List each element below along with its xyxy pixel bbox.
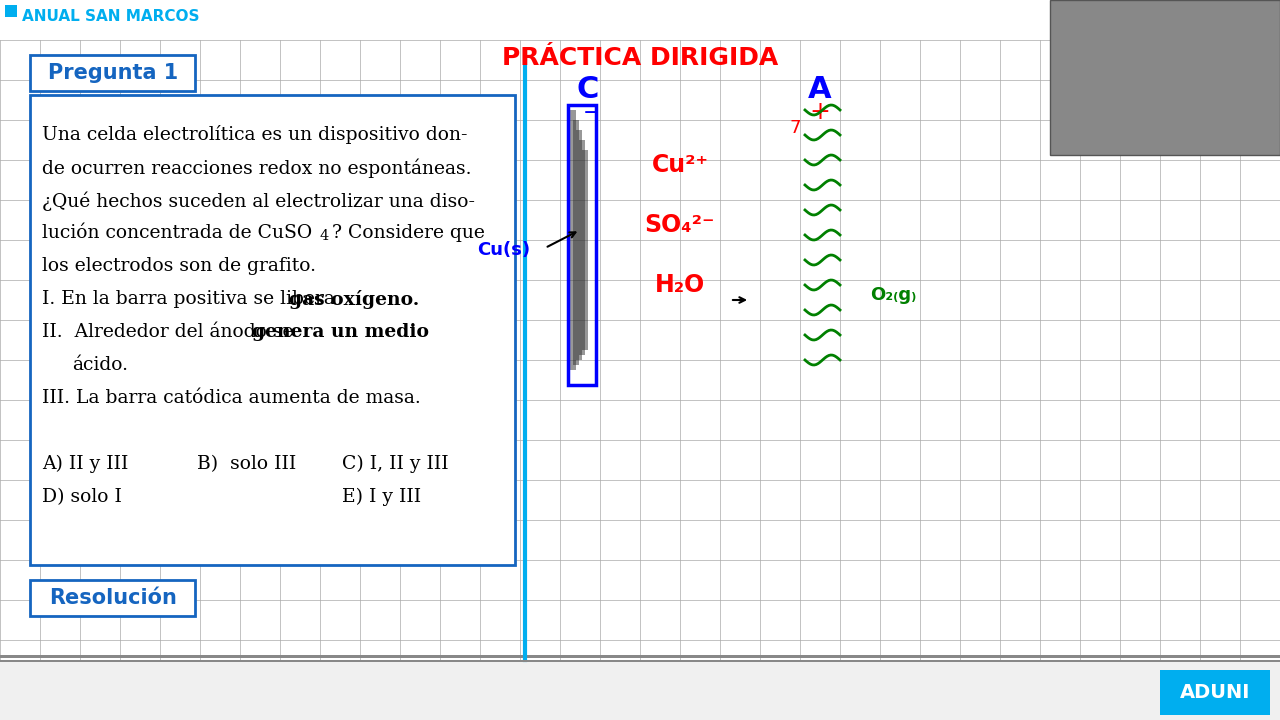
- Bar: [5, 5, 17, 17]
- Text: ¿Qué hechos suceden al electrolizar una diso-: ¿Qué hechos suceden al electrolizar una …: [42, 191, 475, 210]
- Text: 4: 4: [320, 229, 329, 243]
- Bar: [1160, 670, 1270, 715]
- Text: de ocurren reacciones redox no espontáneas.: de ocurren reacciones redox no espontáne…: [42, 158, 471, 178]
- Text: ? Considere que: ? Considere que: [332, 224, 485, 242]
- Bar: [0, 660, 1280, 662]
- Text: +: +: [809, 100, 831, 124]
- Text: lución concentrada de CuSO: lución concentrada de CuSO: [42, 224, 312, 242]
- Bar: [0, 660, 1280, 720]
- Text: ADUNI: ADUNI: [1180, 683, 1251, 701]
- Text: A: A: [808, 75, 832, 104]
- Text: genera un medio: genera un medio: [252, 323, 429, 341]
- FancyBboxPatch shape: [29, 580, 195, 616]
- Text: Una celda electrolítica es un dispositivo don-: Una celda electrolítica es un dispositiv…: [42, 125, 467, 144]
- Text: H₂O: H₂O: [655, 273, 705, 297]
- Text: Pregunta 1: Pregunta 1: [47, 63, 178, 83]
- Text: C: C: [577, 75, 599, 104]
- Text: I. En la barra positiva se libera: I. En la barra positiva se libera: [42, 290, 340, 308]
- Text: los electrodos son de grafito.: los electrodos son de grafito.: [42, 257, 316, 275]
- Text: II.  Alrededor del ánodo se: II. Alrededor del ánodo se: [42, 323, 300, 341]
- FancyBboxPatch shape: [29, 55, 195, 91]
- Text: Cu(s): Cu(s): [477, 241, 530, 259]
- Text: ANUAL SAN MARCOS: ANUAL SAN MARCOS: [22, 9, 200, 24]
- Bar: [1050, 0, 1280, 155]
- Text: 7: 7: [790, 119, 801, 137]
- Text: PRÁCTICA DIRIGIDA: PRÁCTICA DIRIGIDA: [502, 46, 778, 70]
- Text: E) I y III: E) I y III: [342, 488, 421, 506]
- Text: O₂₍g₎: O₂₍g₎: [870, 286, 916, 304]
- Text: Cu²⁺: Cu²⁺: [652, 153, 709, 177]
- Text: D) solo I: D) solo I: [42, 488, 122, 506]
- Bar: [573, 120, 579, 365]
- Bar: [579, 140, 585, 355]
- Bar: [0, 655, 1280, 658]
- Bar: [570, 110, 576, 370]
- Text: CREA EN L: CREA EN L: [187, 471, 413, 509]
- Text: SO₄²⁻: SO₄²⁻: [645, 213, 716, 237]
- Text: Resolución: Resolución: [49, 588, 177, 608]
- Text: –: –: [584, 100, 596, 124]
- Bar: [576, 130, 582, 360]
- Text: ACADEMIA: ACADEMIA: [1190, 672, 1226, 678]
- Text: III. La barra catódica aumenta de masa.: III. La barra catódica aumenta de masa.: [42, 389, 421, 407]
- Text: B)  solo III: B) solo III: [197, 455, 296, 473]
- Text: C) I, II y III: C) I, II y III: [342, 455, 448, 473]
- Text: A) II y III: A) II y III: [42, 455, 128, 473]
- FancyBboxPatch shape: [29, 95, 515, 565]
- Text: ácido.: ácido.: [72, 356, 128, 374]
- Bar: [582, 150, 588, 350]
- Text: gas oxígeno.: gas oxígeno.: [289, 290, 420, 309]
- Bar: [568, 105, 596, 385]
